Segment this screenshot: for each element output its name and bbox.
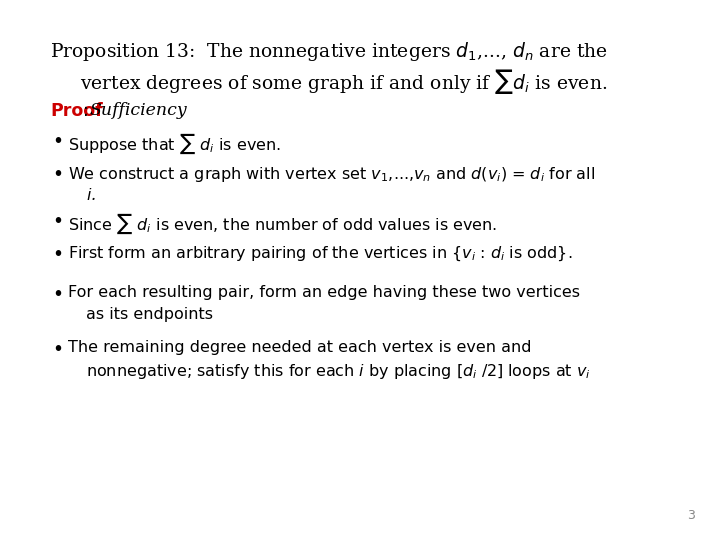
Text: •: • [52,212,63,231]
Text: nonnegative; satisfy this for each $i$ by placing [$d_i$ /2] loops at $v_i$: nonnegative; satisfy this for each $i$ b… [86,362,591,381]
Text: as its endpoints: as its endpoints [86,307,213,322]
Text: :: : [83,102,89,120]
Text: For each resulting pair, form an edge having these two vertices: For each resulting pair, form an edge ha… [68,285,580,300]
Text: •: • [52,245,63,264]
Text: vertex degrees of some graph if and only if $\sum d_i$ is even.: vertex degrees of some graph if and only… [80,67,607,96]
Text: We construct a graph with vertex set $v_1$,...,$v_n$ and $d$($v_i$) = $d_i$ for : We construct a graph with vertex set $v_… [68,165,595,184]
Text: Sufficiency: Sufficiency [90,102,188,119]
Text: •: • [52,285,63,304]
Text: •: • [52,340,63,359]
Text: First form an arbitrary pairing of the vertices in {$v_i$ : $d_i$ is odd}.: First form an arbitrary pairing of the v… [68,245,572,264]
Text: Proposition 13:  The nonnegative integers $d_1$,..., $d_n$ are the: Proposition 13: The nonnegative integers… [50,40,608,63]
Text: •: • [52,165,63,184]
Text: Suppose that $\sum$ $d_i$ is even.: Suppose that $\sum$ $d_i$ is even. [68,132,281,156]
Text: Proof: Proof [50,102,103,120]
Text: $i$.: $i$. [86,187,96,204]
Text: 3: 3 [687,509,695,522]
Text: •: • [52,132,63,151]
Text: The remaining degree needed at each vertex is even and: The remaining degree needed at each vert… [68,340,531,355]
Text: Since $\sum$ $d_i$ is even, the number of odd values is even.: Since $\sum$ $d_i$ is even, the number o… [68,212,498,237]
